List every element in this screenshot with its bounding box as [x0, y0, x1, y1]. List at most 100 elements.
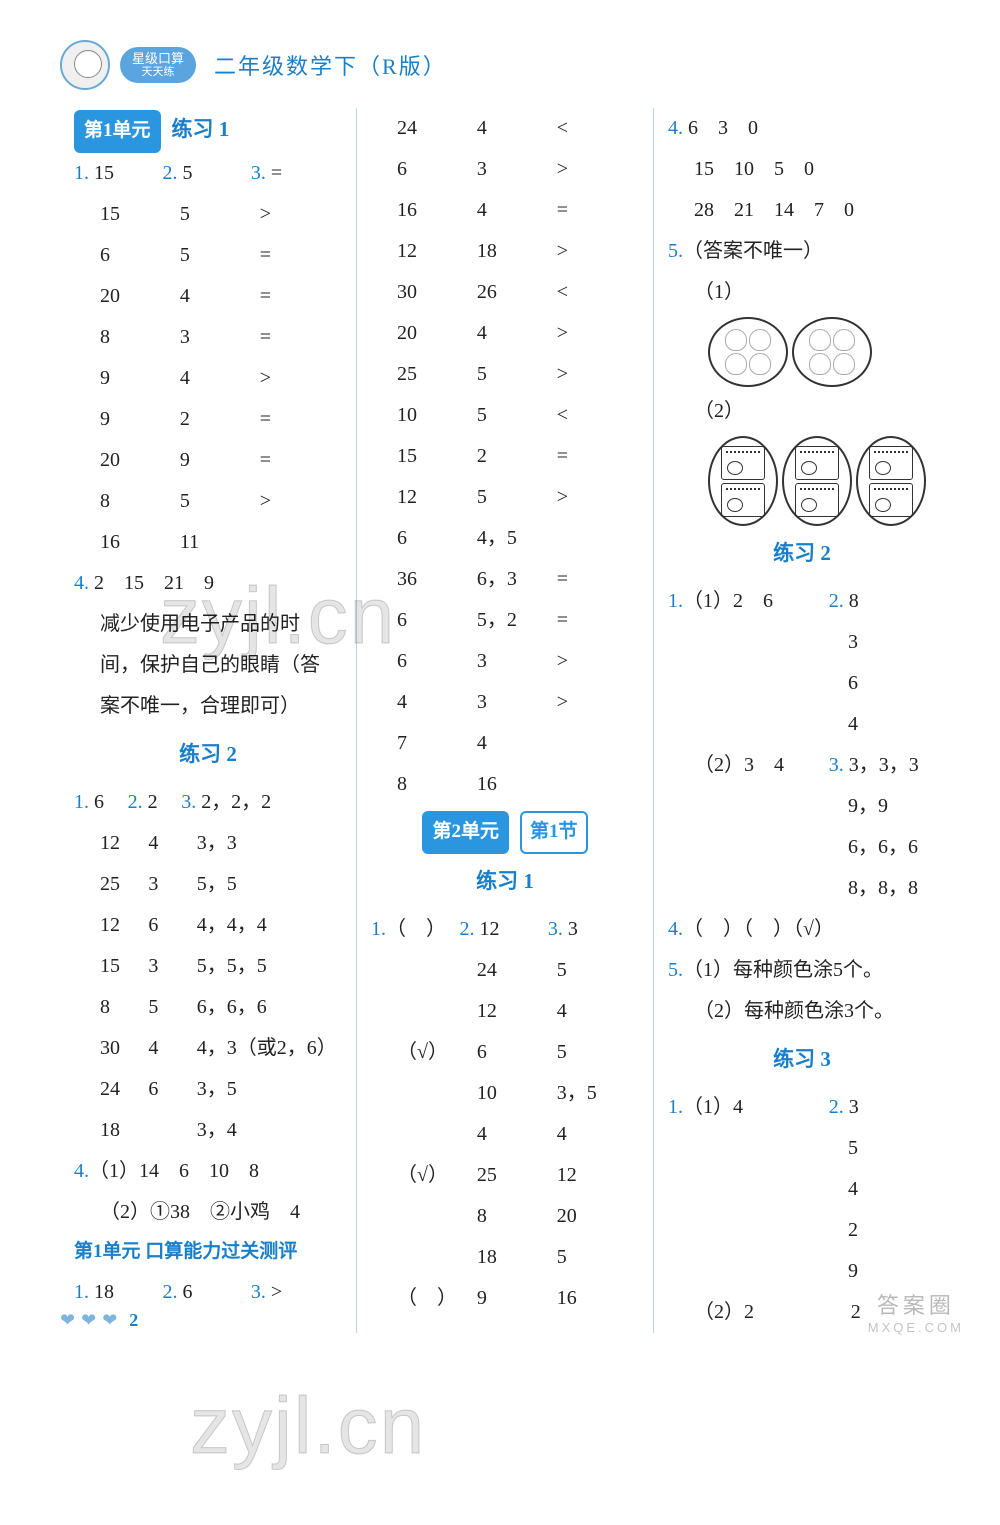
q-num: 2.: [128, 791, 143, 813]
table-row: 103，5: [371, 1073, 639, 1114]
page-header: 星级口算 天天练 二年级数学下（R版）: [60, 40, 950, 90]
table-row: 74: [371, 723, 639, 764]
cell: 5，5，5: [197, 946, 342, 987]
cell: [397, 1237, 477, 1278]
q4-text: 减少使用电子产品的时: [74, 604, 342, 645]
cell: 24: [100, 1069, 148, 1110]
table-row: 83=: [74, 317, 342, 358]
q-val: （1）14 6 10 8: [89, 1160, 259, 1182]
q-num: 2.: [829, 1096, 844, 1118]
page-footer: ❤ ❤ ❤ 2: [60, 1310, 138, 1331]
q5b: 5.（1）每种颜色涂5个。: [668, 950, 936, 991]
test-title: 第1单元 口算能力过关测评: [74, 1233, 342, 1272]
q-val: 6: [182, 1281, 192, 1303]
content-columns: 第1单元 练习 1 1. 15 2. 5 3. = 155>65=204=83=…: [60, 108, 950, 1333]
watermark: zyjl.cn: [190, 1380, 426, 1472]
cell: 8: [477, 1196, 557, 1237]
q-num: 3.: [548, 918, 563, 940]
cell: =: [260, 235, 340, 276]
table-row: 1243，3: [74, 823, 342, 864]
unit-badge: 第1单元: [74, 110, 161, 153]
cell: 5: [180, 194, 260, 235]
q5-2: （2）: [668, 391, 936, 432]
cell: [260, 522, 340, 563]
table-row: 64，5: [371, 518, 639, 559]
table-q4: 15 10 5 0: [668, 149, 936, 190]
badge-line1: 星级口算: [132, 51, 184, 67]
q-row: 1. 6 2. 2 3. 2，2，2: [74, 782, 342, 823]
cell: 12: [100, 905, 148, 946]
illustration-1: [708, 317, 936, 387]
cell: =: [557, 190, 637, 231]
cell: =: [557, 436, 637, 477]
cell: >: [260, 358, 340, 399]
table-row: 820: [371, 1196, 639, 1237]
cell: 5，5: [197, 864, 342, 905]
table-row: 65，2=: [371, 600, 639, 641]
sub: （2）2: [668, 1292, 829, 1333]
cell: 5: [180, 235, 260, 276]
table-row: 1264，4，4: [74, 905, 342, 946]
table-row: 125>: [371, 477, 639, 518]
cell: =: [260, 399, 340, 440]
column-2: 244<63>164=1218>3026<204>255>105<152=125…: [356, 108, 653, 1333]
cell: 15: [100, 946, 148, 987]
cell: 4: [477, 313, 557, 354]
q-num: 2.: [162, 162, 177, 184]
practice-title: 练习 3: [668, 1038, 936, 1081]
series-badge: 星级口算 天天练: [120, 47, 196, 84]
cell: >: [260, 194, 340, 235]
q-row: （2）3 4 3. 3，3，3: [668, 745, 936, 786]
cell: 30: [397, 272, 477, 313]
cell: =: [557, 559, 637, 600]
cell: >: [557, 641, 637, 682]
unit2-heading: 第2单元 第1节: [371, 811, 639, 854]
column-3: 4. 6 3 0 15 10 5 0 28 21 14 7 0 5.（答案不唯一…: [653, 108, 950, 1333]
q-num: 4.: [668, 117, 683, 139]
table-row: 152=: [371, 436, 639, 477]
table-row: 2535，5: [74, 864, 342, 905]
table-row: 1611: [74, 522, 342, 563]
cell: 8: [397, 764, 477, 805]
q5b2: （2）每种颜色涂3个。: [668, 991, 936, 1032]
q-num: 2.: [829, 590, 844, 612]
practice-title: 练习 1: [172, 117, 230, 141]
list-item: 6: [668, 663, 936, 704]
table-row: 92=: [74, 399, 342, 440]
cell: 5: [557, 1237, 637, 1278]
cell: 4: [148, 823, 196, 864]
cell: 16: [557, 1278, 637, 1319]
cell: 8: [100, 481, 180, 522]
q-val: （1）每种颜色涂5个。: [683, 959, 883, 981]
list-item: 4: [668, 704, 936, 745]
cell: 24: [397, 108, 477, 149]
cell: 4: [148, 1028, 196, 1069]
list-item: 3: [668, 622, 936, 663]
cell: 12: [397, 231, 477, 272]
q-val: （1）4: [683, 1096, 743, 1118]
cell: =: [557, 600, 637, 641]
stamp-l1: 答案圈: [868, 1288, 964, 1320]
table-row: （ ）916: [371, 1278, 639, 1319]
list-item: 6，6，6: [668, 827, 936, 868]
cell: 4: [180, 358, 260, 399]
cell: 4: [557, 991, 637, 1032]
cell: 4，5: [477, 518, 557, 559]
cell: 6: [148, 905, 196, 946]
table-row: 185: [371, 1237, 639, 1278]
q4-line: 4. 2 15 21 9: [74, 563, 342, 604]
cell: 8: [100, 317, 180, 358]
q-val: （ ）: [386, 918, 446, 940]
cell: 5: [477, 477, 557, 518]
cell: 12: [397, 477, 477, 518]
cell: 9: [477, 1278, 557, 1319]
cell: 5: [477, 395, 557, 436]
cell: 4: [477, 108, 557, 149]
cell: <: [557, 395, 637, 436]
cell: 3: [180, 317, 260, 358]
cell: 3: [477, 641, 557, 682]
illustration-2: [708, 436, 936, 526]
q-num: 1.: [74, 791, 89, 813]
cell: 6，3: [477, 559, 557, 600]
q4b-line: 4.（1）14 6 10 8: [74, 1151, 342, 1192]
